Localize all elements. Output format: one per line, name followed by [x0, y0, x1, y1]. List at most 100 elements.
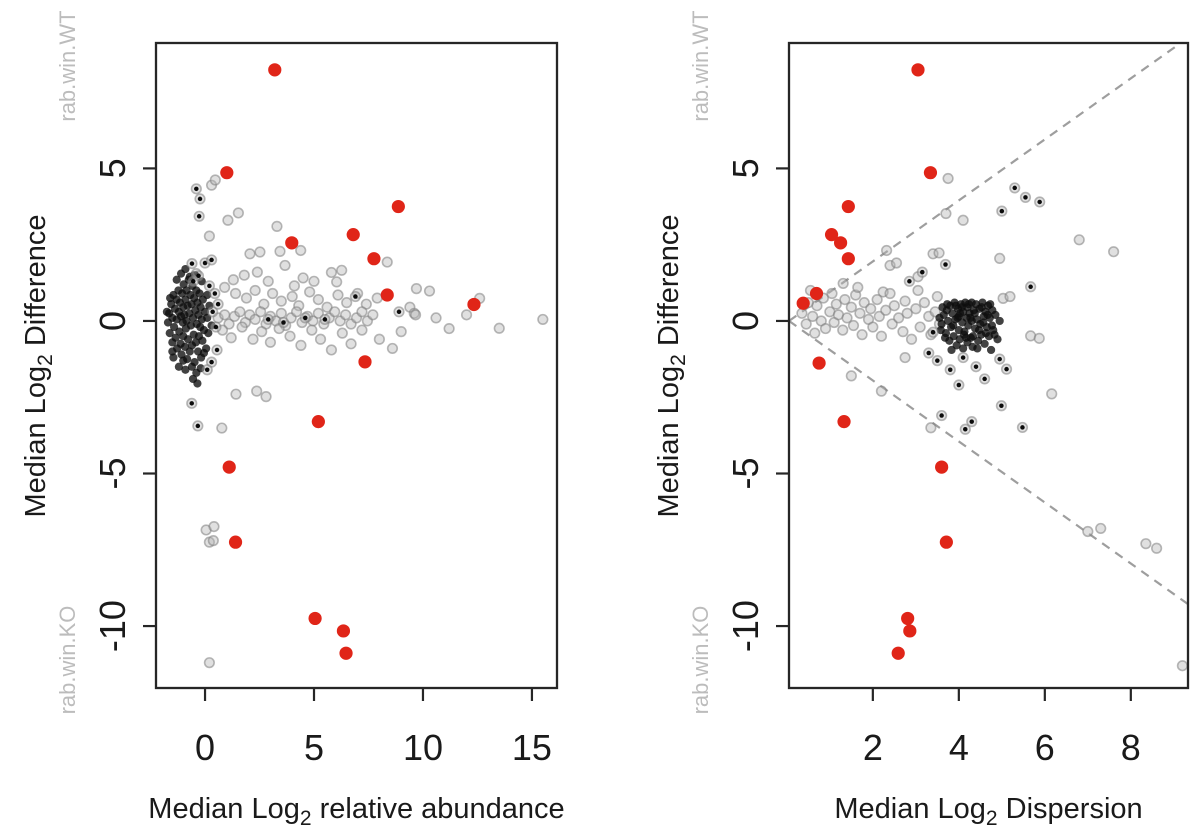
- data-point-black-dot: [322, 317, 328, 322]
- data-point-gray: [247, 333, 259, 345]
- data-point-dense: [983, 310, 992, 319]
- data-point-gray: [1004, 290, 1016, 303]
- data-point-gray: [244, 248, 256, 260]
- data-point-black-dot: [196, 273, 201, 279]
- data-point-black-dot: [960, 355, 966, 360]
- series-dense-core: [935, 298, 1004, 355]
- data-point-dense: [198, 336, 207, 345]
- side-label-ko: rab.win.KO: [688, 606, 713, 715]
- data-point-dense: [959, 344, 968, 353]
- panel-left: 0 5 10 15 5 0 -5 -10 Median Log2 relative abunda…: [20, 10, 565, 830]
- x-tick-label: 2: [863, 727, 883, 768]
- data-point-black-dot: [982, 376, 987, 382]
- data-point-gray: [203, 230, 215, 242]
- data-point-dense: [179, 356, 188, 365]
- data-point-dense: [203, 290, 212, 300]
- data-point-black-dot: [214, 347, 220, 353]
- data-point-black-dot: [207, 283, 212, 289]
- data-point-black-dot: [930, 329, 936, 335]
- side-label-wt: rab.win.WT: [55, 10, 80, 121]
- data-point-gray: [356, 324, 368, 336]
- data-point-gray: [841, 312, 853, 324]
- data-point-black-dot: [204, 367, 210, 373]
- data-point-gray: [410, 283, 423, 295]
- data-point-dense: [168, 347, 177, 356]
- data-point-gray: [888, 300, 900, 312]
- side-label-ko: rab.win.KO: [55, 606, 80, 715]
- significant-point: [923, 166, 938, 180]
- data-point-gray: [341, 297, 353, 309]
- data-point-dense: [171, 333, 180, 342]
- data-point-gray: [308, 275, 320, 287]
- dispersion-guide-line: [789, 320, 1188, 605]
- data-point-black-dot: [943, 262, 948, 267]
- data-point-gray: [279, 259, 291, 272]
- series-overplotted-black: [186, 183, 405, 432]
- data-point-black-dot: [281, 320, 286, 325]
- significant-point: [911, 63, 925, 77]
- data-point-black-dot: [947, 367, 953, 373]
- data-point-black-dot: [209, 257, 214, 263]
- data-point-gray: [914, 321, 926, 333]
- data-point-black-dot: [963, 427, 968, 432]
- data-point-gray: [905, 333, 918, 345]
- data-point-gray: [811, 300, 823, 312]
- data-point-gray: [256, 326, 268, 338]
- y-tick-label: 5: [725, 158, 766, 178]
- data-point-gray: [271, 220, 283, 232]
- data-point-gray: [800, 318, 812, 330]
- data-point-gray: [356, 306, 368, 318]
- data-point-gray: [373, 333, 385, 345]
- data-point-gray: [288, 280, 300, 292]
- data-point-gray: [336, 327, 348, 339]
- data-point-black-dot: [1028, 284, 1033, 290]
- data-point-dense: [166, 293, 175, 303]
- plot-area-right: [789, 43, 1188, 672]
- data-point-gray: [254, 246, 266, 258]
- x-tick-label: 10: [403, 727, 443, 768]
- data-point-dense: [935, 313, 944, 323]
- data-point-gray: [238, 269, 250, 281]
- data-point-gray: [251, 385, 263, 397]
- data-point-gray: [912, 284, 924, 297]
- data-point-black-dot: [999, 403, 1004, 409]
- data-point-gray: [929, 306, 941, 318]
- data-point-gray: [796, 307, 808, 319]
- data-point-dense: [183, 335, 193, 344]
- significant-point: [358, 355, 372, 369]
- data-point-gray: [395, 326, 407, 338]
- data-point-gray: [230, 388, 242, 400]
- data-point-dense: [964, 300, 973, 309]
- data-point-dense: [981, 329, 991, 338]
- data-point-gray: [1033, 332, 1045, 344]
- data-point-gray: [893, 312, 905, 324]
- data-point-gray: [312, 293, 324, 306]
- data-point-black-dot: [215, 301, 221, 307]
- significant-point: [339, 646, 353, 660]
- data-point-gray: [884, 287, 896, 300]
- data-point-gray: [249, 284, 261, 297]
- data-point-dense: [204, 329, 213, 338]
- data-point-gray: [845, 301, 857, 313]
- significant-point: [809, 286, 824, 301]
- y-tick-label: 5: [92, 158, 133, 178]
- data-point-gray: [216, 422, 228, 434]
- significant-point: [311, 415, 325, 429]
- data-point-black-dot: [196, 214, 202, 219]
- data-point-dense: [193, 379, 202, 388]
- data-point-dense: [187, 362, 197, 371]
- data-point-gray: [340, 309, 352, 321]
- significant-point: [285, 236, 299, 250]
- data-point-gray: [325, 266, 338, 279]
- significant-point: [336, 624, 351, 638]
- plot-area-left: [162, 63, 549, 669]
- data-point-dense: [181, 264, 190, 274]
- plot-border: [787, 41, 1190, 690]
- data-point-dense: [968, 332, 978, 341]
- data-point-gray: [284, 330, 296, 342]
- data-point-black-dot: [191, 279, 196, 284]
- significant-point: [837, 415, 851, 429]
- data-point-gray: [275, 295, 287, 307]
- x-tick-label: 4: [949, 727, 969, 768]
